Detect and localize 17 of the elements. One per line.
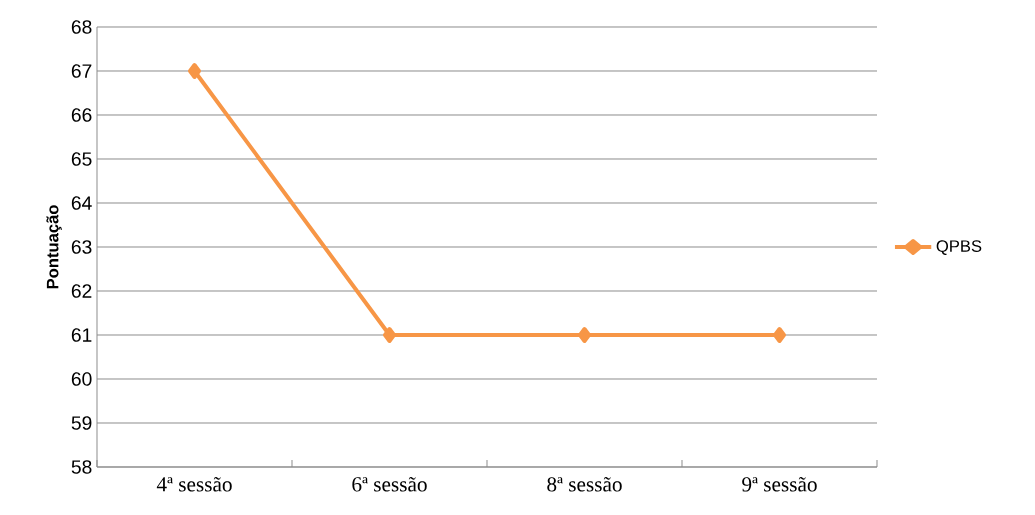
y-tick-label: 61 — [71, 328, 92, 342]
y-tick-label: 68 — [71, 20, 92, 34]
y-tick-label: 63 — [71, 240, 92, 254]
y-tick-label: 65 — [71, 152, 92, 166]
x-tick-label: 6ª sessão — [352, 477, 427, 492]
y-tick-label: 59 — [71, 416, 92, 430]
y-tick-label: 64 — [71, 196, 92, 210]
y-tick-label: 58 — [71, 460, 92, 474]
legend-label: QPBS — [936, 240, 982, 255]
y-tick-label: 60 — [71, 372, 92, 386]
y-axis-title: Pontuação — [46, 205, 62, 289]
y-tick-label: 62 — [71, 284, 92, 298]
y-tick-label: 67 — [71, 64, 92, 78]
x-tick-label: 9ª sessão — [742, 477, 817, 492]
y-tick-label: 66 — [71, 108, 92, 122]
x-tick-label: 4ª sessão — [156, 477, 232, 492]
x-tick-label: 8ª sessão — [547, 477, 622, 492]
